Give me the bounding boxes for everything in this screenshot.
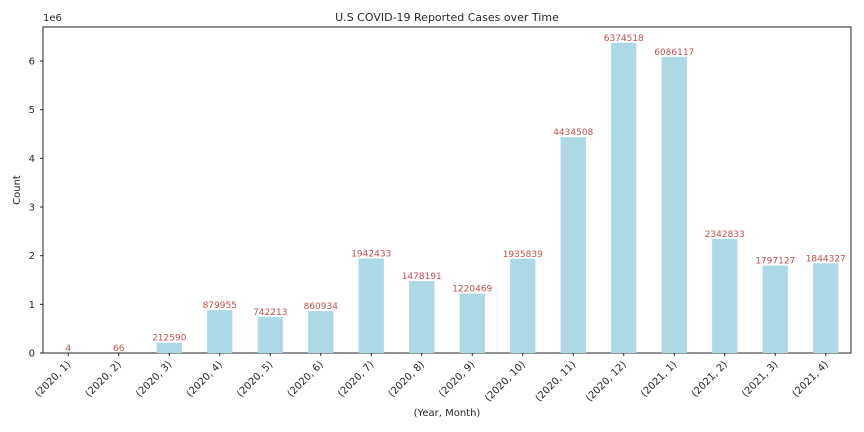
bar bbox=[207, 310, 233, 353]
bar bbox=[762, 265, 788, 353]
x-tick-label: (2020, 6) bbox=[286, 359, 326, 399]
data-label: 1797127 bbox=[755, 257, 795, 267]
bar bbox=[661, 56, 687, 353]
bar bbox=[510, 258, 536, 353]
data-label: 1935839 bbox=[503, 250, 543, 260]
x-tick-label: (2020, 9) bbox=[437, 359, 477, 399]
bar bbox=[257, 316, 283, 353]
x-tick-label: (2021, 2) bbox=[690, 359, 730, 399]
x-tick-label: (2020, 5) bbox=[235, 359, 275, 399]
x-tick-label: (2020, 8) bbox=[387, 359, 427, 399]
x-tick-label: (2020, 10) bbox=[483, 359, 528, 404]
data-label: 4 bbox=[65, 344, 71, 354]
data-label: 1942433 bbox=[351, 249, 391, 259]
y-axis: 0 1 2 3 4 5 6 bbox=[29, 57, 43, 360]
data-label: 4434508 bbox=[553, 128, 593, 138]
data-label: 1478191 bbox=[402, 272, 442, 282]
y-scale-note: 1e6 bbox=[43, 13, 62, 24]
x-tick-label: (2020, 11) bbox=[534, 359, 579, 404]
y-tick-label: 2 bbox=[29, 251, 35, 262]
x-tick-label: (2020, 4) bbox=[185, 359, 225, 399]
x-tick-label: (2021, 4) bbox=[791, 359, 831, 399]
chart-title: U.S COVID-19 Reported Cases over Time bbox=[335, 11, 559, 24]
y-tick-label: 4 bbox=[29, 154, 35, 165]
data-label: 66 bbox=[113, 344, 125, 354]
x-axis-label: (Year, Month) bbox=[414, 408, 481, 419]
data-label: 742213 bbox=[253, 308, 287, 318]
data-label: 1844327 bbox=[806, 254, 846, 264]
data-label: 1220469 bbox=[452, 285, 492, 295]
x-tick-label: (2021, 3) bbox=[740, 359, 780, 399]
bars bbox=[55, 42, 839, 353]
x-tick-label: (2021, 1) bbox=[639, 359, 679, 399]
bar bbox=[409, 281, 435, 353]
y-tick-label: 3 bbox=[29, 203, 35, 214]
y-axis-label: Count bbox=[12, 175, 23, 205]
y-tick-label: 5 bbox=[29, 105, 35, 116]
data-label: 212590 bbox=[152, 334, 187, 344]
bar bbox=[813, 263, 839, 353]
data-label: 879955 bbox=[203, 301, 237, 311]
bar bbox=[712, 239, 738, 353]
data-label: 6086117 bbox=[654, 48, 694, 58]
data-label: 2342833 bbox=[705, 230, 745, 240]
bar bbox=[308, 311, 334, 353]
x-tick-label: (2020, 1) bbox=[33, 359, 73, 399]
plot-area-frame bbox=[42, 26, 852, 354]
y-tick-label: 1 bbox=[29, 300, 35, 311]
bar bbox=[611, 42, 637, 353]
x-tick-label: (2020, 12) bbox=[584, 359, 629, 404]
y-tick-label: 6 bbox=[29, 57, 35, 68]
bar bbox=[358, 258, 384, 353]
bar bbox=[459, 293, 485, 353]
x-tick-label: (2020, 3) bbox=[134, 359, 174, 399]
x-tick-label: (2020, 7) bbox=[336, 359, 376, 399]
bar bbox=[560, 137, 586, 353]
data-label: 6374518 bbox=[604, 34, 644, 44]
x-tick-label: (2020, 2) bbox=[84, 359, 124, 399]
data-label: 860934 bbox=[304, 302, 339, 312]
y-tick-label: 0 bbox=[29, 349, 35, 360]
bar bbox=[156, 342, 182, 353]
x-axis: (2020, 1) (2020, 2) (2020, 3) (2020, 4) (202… bbox=[33, 353, 831, 404]
data-labels: 4 66 212590 879955 742213 860934 1942433 147819… bbox=[65, 34, 845, 354]
